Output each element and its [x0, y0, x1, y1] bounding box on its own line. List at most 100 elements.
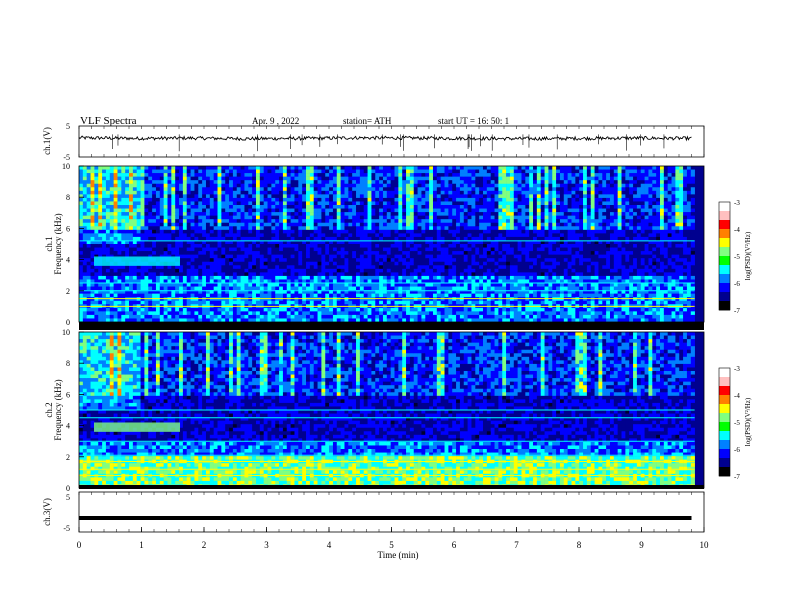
- spectrogram-cell: [459, 251, 465, 255]
- spectrogram-cell: [332, 279, 338, 284]
- spectrogram-cell: [259, 293, 264, 298]
- spectrogram-cell: [152, 300, 157, 305]
- spectrogram-cell: [486, 169, 491, 174]
- spectrogram-cell: [144, 265, 149, 270]
- spectrogram-cell: [186, 190, 191, 195]
- spectrogram-cell: [352, 279, 357, 284]
- spectrogram-cell: [336, 187, 341, 192]
- spectrogram-cell: [379, 254, 384, 259]
- spectrogram-cell: [105, 215, 111, 220]
- spectrogram-cell: [236, 229, 241, 234]
- spectrogram-cell: [321, 190, 326, 195]
- spectrogram-cell: [506, 222, 511, 227]
- spectrogram-cell: [117, 290, 122, 294]
- spectrogram-cell: [417, 254, 422, 259]
- spectrogram-cell: [171, 293, 176, 298]
- spectrogram-cell: [459, 183, 465, 188]
- spectrogram-cell: [321, 247, 326, 252]
- spectrogram-cell: [421, 258, 426, 263]
- spectrogram-cell: [483, 279, 488, 284]
- spectrogram-cell: [152, 272, 157, 277]
- spectrogram-cell: [186, 307, 191, 312]
- spectrogram-cell: [498, 166, 503, 170]
- spectrogram-cell: [102, 265, 107, 270]
- spectrogram-cell: [494, 236, 499, 241]
- spectrogram-cell: [179, 208, 184, 213]
- spectrogram-cell: [490, 233, 495, 238]
- spectrogram-cell: [148, 236, 153, 241]
- spectrogram-cell: [140, 293, 145, 298]
- spectrogram-cell: [471, 318, 476, 323]
- spectrogram-cell: [86, 187, 91, 192]
- spectrogram-cell: [163, 268, 168, 273]
- spectrogram-cell: [190, 258, 195, 263]
- spectrogram-cell: [486, 212, 491, 216]
- spectrogram-cell: [448, 254, 453, 259]
- spectrogram-cell: [475, 265, 480, 270]
- spectrogram-cell: [494, 283, 499, 287]
- spectrogram-cell: [348, 229, 353, 234]
- spectrogram-cell: [367, 275, 372, 280]
- spectrogram-cell: [140, 205, 145, 209]
- spectrogram-cell: [386, 261, 391, 266]
- spectrogram-cell: [186, 166, 191, 170]
- spectrogram-cell: [240, 201, 245, 206]
- spectrogram-cell: [144, 290, 149, 294]
- spectrogram-cell: [90, 222, 95, 227]
- spectrogram-cell: [398, 300, 403, 305]
- spectrogram-cell: [467, 318, 472, 323]
- spectrogram-cell: [382, 173, 388, 177]
- spectrogram-cell: [409, 169, 415, 174]
- spectrogram-cell: [490, 240, 495, 245]
- spectrogram-cell: [271, 297, 276, 302]
- spectrogram-cell: [194, 297, 199, 302]
- spectrogram-cell: [279, 261, 284, 266]
- spectrogram-cell: [244, 197, 249, 202]
- spectrogram-cell: [344, 229, 349, 234]
- spectrogram-cell: [302, 265, 307, 270]
- spectrogram-cell: [79, 293, 84, 298]
- spectrogram-cell: [413, 318, 418, 323]
- spectrogram-cell: [267, 222, 272, 227]
- spectrogram-cell: [436, 293, 441, 298]
- spectrogram-cell: [271, 283, 276, 287]
- spectrogram-cell: [406, 290, 411, 294]
- spectrogram-cell: [225, 265, 230, 270]
- spectrogram-cell: [502, 293, 507, 298]
- spectrogram-cell: [486, 197, 491, 202]
- spectrogram-cell: [159, 244, 164, 248]
- spectrogram-cell: [459, 180, 465, 185]
- spectrogram-cell: [290, 169, 295, 174]
- spectrogram-cell: [421, 268, 426, 273]
- spectrogram-cell: [125, 197, 130, 202]
- spectrogram-cell: [432, 201, 438, 206]
- spectrogram-cell: [483, 258, 488, 263]
- spectrogram-cell: [486, 244, 491, 248]
- spectrogram-cell: [279, 226, 284, 231]
- spectrogram-cell: [479, 212, 484, 216]
- spectrogram-cell: [255, 233, 261, 238]
- spectrogram-cell: [363, 297, 368, 302]
- spectrogram-cell: [90, 297, 95, 302]
- spectrogram-cell: [486, 219, 491, 224]
- spectrogram-cell: [225, 318, 230, 323]
- spectrogram-cell: [436, 197, 441, 202]
- spectrogram-cell: [155, 183, 161, 188]
- spectrogram-cell: [86, 247, 91, 252]
- spectrogram-cell: [279, 187, 284, 192]
- spectrogram-cell: [471, 244, 476, 248]
- spectrogram-cell: [209, 265, 214, 270]
- spectrogram-cell: [321, 307, 326, 312]
- spectrogram-cell: [432, 272, 438, 277]
- spectrogram-cell: [244, 183, 249, 188]
- spectrogram-cell: [486, 247, 491, 252]
- spectrogram-cell: [313, 254, 318, 259]
- spectrogram-cell: [321, 318, 326, 323]
- spectrogram-cell: [479, 169, 484, 174]
- spectrogram-cell: [398, 314, 403, 319]
- spectrogram-cell: [429, 286, 434, 291]
- spectrogram-cell: [248, 272, 253, 277]
- spectrogram-cell: [98, 208, 103, 213]
- spectrogram-cell: [429, 233, 434, 238]
- spectrogram-cell: [367, 173, 372, 177]
